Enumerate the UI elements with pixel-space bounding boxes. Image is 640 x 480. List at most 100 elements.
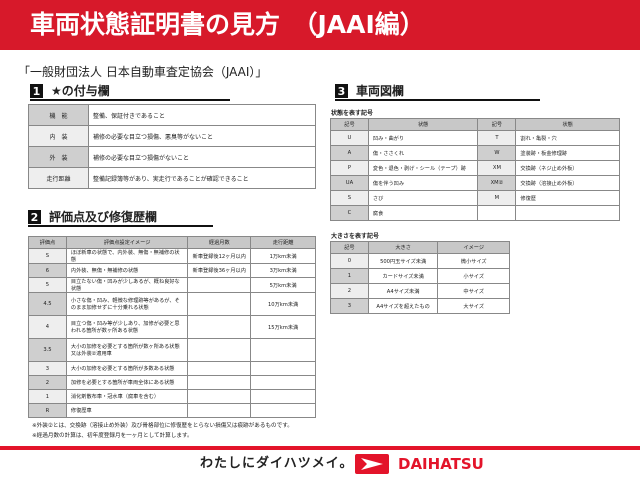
criteria-text: 補修の必要な目立つ損傷、悪臭等がないこと (88, 125, 316, 147)
table-row: 1 消化剤散布車・冠水車（腐車を含む） (28, 389, 316, 404)
grade: 3 (28, 361, 67, 376)
grade: S (28, 248, 67, 264)
section2-number: 2 (28, 210, 41, 224)
table-row: 6 内外装、無傷・無補修の状態 新車登録後36ヶ月以内 3万km未満 (28, 263, 316, 278)
size: A4サイズを超えたもの (367, 298, 439, 314)
note-2: ※経過月数の計算は、初年度登録月を一ヶ月として計算します。 (32, 433, 193, 439)
daihatsu-logo-icon (355, 454, 389, 474)
symbol: XM② (477, 175, 517, 191)
table-row: C 腐食 (330, 205, 620, 221)
criteria-text: 整備記録簿等があり、実走行であることが確認できること (88, 167, 316, 189)
grade-description: 大小の加修を必要とする箇所が多数ある状態 (65, 361, 189, 376)
mileage: 5万km未満 (250, 277, 316, 293)
header-row: 評価点 評価点設定イメージ 経過月数 走行距離 (28, 236, 316, 249)
mileage (250, 361, 316, 376)
table-row: S ほぼ新車の状態で、内外装、無傷・無補修の状態 新車登録後12ヶ月以内 1万km未満 (28, 248, 316, 264)
symbol: S (330, 190, 369, 206)
header-row: 記号 状態 記号 状態 (330, 118, 620, 131)
state: 修復歴 (515, 190, 620, 206)
column-header: 記号 (330, 118, 369, 131)
symbol: 1 (330, 268, 369, 284)
image: 小サイズ (437, 268, 510, 284)
criteria-label: 内 装 (28, 125, 89, 147)
size: カードサイズ未満 (367, 268, 439, 284)
elapsed-months (187, 375, 252, 390)
section3-number: 3 (335, 84, 348, 98)
criteria-text: 整備、保証付きであること (88, 104, 316, 126)
column-header: 走行距離 (250, 236, 316, 249)
grade-description: 内外装、無傷・無補修の状態 (65, 263, 189, 278)
elapsed-months: 新車登録後36ヶ月以内 (187, 263, 252, 278)
symbol: U (330, 130, 369, 146)
criteria-label: 機 能 (28, 104, 89, 126)
symbol: UA (330, 175, 369, 191)
state: 塗装跡・板金修理跡 (515, 145, 620, 161)
table-row: 2 加修を必要とする箇所が車両全体にある状態 (28, 375, 316, 390)
grade-description: 大小の加修を必要とする箇所が数ヶ所ある状態又は外装②適用車 (65, 338, 189, 362)
table-row: A 傷・ささくれ W 塗装跡・板金修理跡 (330, 145, 620, 161)
state-symbols-table: 記号 状態 記号 状態 U 凹み・曲がり T 割れ・亀裂・穴 A 傷・ささくれ W 塗装跡・板金修理跡… (330, 118, 620, 221)
table-row: P 変色・退色・剥げ・シール（テープ）跡 XM 交換跡（ネジ止め外板） (330, 160, 620, 176)
state-symbols-label: 状態を表す記号 (331, 110, 374, 117)
table-row: R 修復歴車 (28, 403, 316, 418)
table-row: 内 装補修の必要な目立つ損傷、悪臭等がないこと (28, 125, 316, 147)
image: 中サイズ (437, 283, 510, 299)
page-title: 車両状態証明書の見方 （JAAI編） (0, 0, 640, 50)
criteria-label: 走行距離 (28, 167, 89, 189)
section3-heading: 3 車両図欄 (335, 84, 540, 101)
table-row: 外 装補修の必要な目立つ損傷がないこと (28, 146, 316, 168)
table-row: 1 カードサイズ未満 小サイズ (330, 268, 510, 284)
grade-table: 評価点 評価点設定イメージ 経過月数 走行距離 S ほぼ新車の状態で、内外装、無傷・無補修… (28, 236, 316, 418)
symbol (477, 205, 517, 221)
image: 大サイズ (437, 298, 510, 314)
state: 割れ・亀裂・穴 (515, 130, 620, 146)
state: 交換跡（ネジ止め外板） (515, 160, 620, 176)
grade-description: 小さな傷・凹み、軽微な修理跡等があるが、そのまま加修せずに十分乗れる状態 (65, 292, 189, 316)
mileage (250, 403, 316, 418)
grade-description: 目立つ傷・凹み等が少しあり、加修が必要と思われる箇所が数ヶ所ある状態 (65, 315, 189, 339)
grade-description: 目立たない傷・凹みが少しあるが、概ね良好な状態 (65, 277, 189, 293)
header-row: 記号 大きさ イメージ (330, 241, 510, 254)
table-row: 4 目立つ傷・凹み等が少しあり、加修が必要と思われる箇所が数ヶ所ある状態 15万km… (28, 315, 316, 339)
star-criteria-table: 機 能整備、保証付きであること内 装補修の必要な目立つ損傷、悪臭等がないこと外 … (28, 104, 316, 189)
grade: 4.5 (28, 292, 67, 316)
grade: 5 (28, 277, 67, 293)
table-row: 4.5 小さな傷・凹み、軽微な修理跡等があるが、そのまま加修せずに十分乗れる状態 1… (28, 292, 316, 316)
grade: 4 (28, 315, 67, 339)
column-header: 記号 (330, 241, 369, 254)
size-symbols-label: 大きさを表す記号 (331, 233, 380, 240)
table-row: 3.5 大小の加修を必要とする箇所が数ヶ所ある状態又は外装②適用車 (28, 338, 316, 362)
column-header: 状態 (515, 118, 620, 131)
state (515, 205, 620, 221)
symbol: 3 (330, 298, 369, 314)
grade: 3.5 (28, 338, 67, 362)
section2-heading: 2 評価点及び修復歴欄 (28, 210, 213, 227)
table-row: S さび M 修復歴 (330, 190, 620, 206)
grade: 6 (28, 263, 67, 278)
image: 微小サイズ (437, 253, 510, 269)
slogan: わたしにダイハツメイ。 (200, 456, 354, 471)
elapsed-months (187, 361, 252, 376)
column-header: 大きさ (367, 241, 439, 254)
symbol: P (330, 160, 369, 176)
state: 腐食 (367, 205, 479, 221)
state: 凹み・曲がり (367, 130, 479, 146)
note-1: ※外装②とは、交換跡（溶接止め外装）及び骨格部位に修復歴をとらない損傷又は痕跡が… (32, 423, 293, 429)
size: A4サイズ未満 (367, 283, 439, 299)
symbol: 0 (330, 253, 369, 269)
state: 変色・退色・剥げ・シール（テープ）跡 (367, 160, 479, 176)
symbol: A (330, 145, 369, 161)
section1-title: ★の付与欄 (51, 84, 110, 98)
state: 交換跡（溶接止め外板） (515, 175, 620, 191)
column-header: イメージ (437, 241, 510, 254)
symbol: XM (477, 160, 517, 176)
table-row: 走行距離 整備記録簿等があり、実走行であることが確認できること (28, 167, 316, 189)
state: 傷を伴う凹み (367, 175, 479, 191)
state: さび (367, 190, 479, 206)
organization-name: 「一般財団法人 日本自動車査定協会（JAAI）」 (18, 65, 268, 79)
brand-name: DAIHATSU (398, 455, 484, 473)
mileage (250, 389, 316, 404)
symbol: W (477, 145, 517, 161)
symbol: 2 (330, 283, 369, 299)
elapsed-months (187, 277, 252, 293)
